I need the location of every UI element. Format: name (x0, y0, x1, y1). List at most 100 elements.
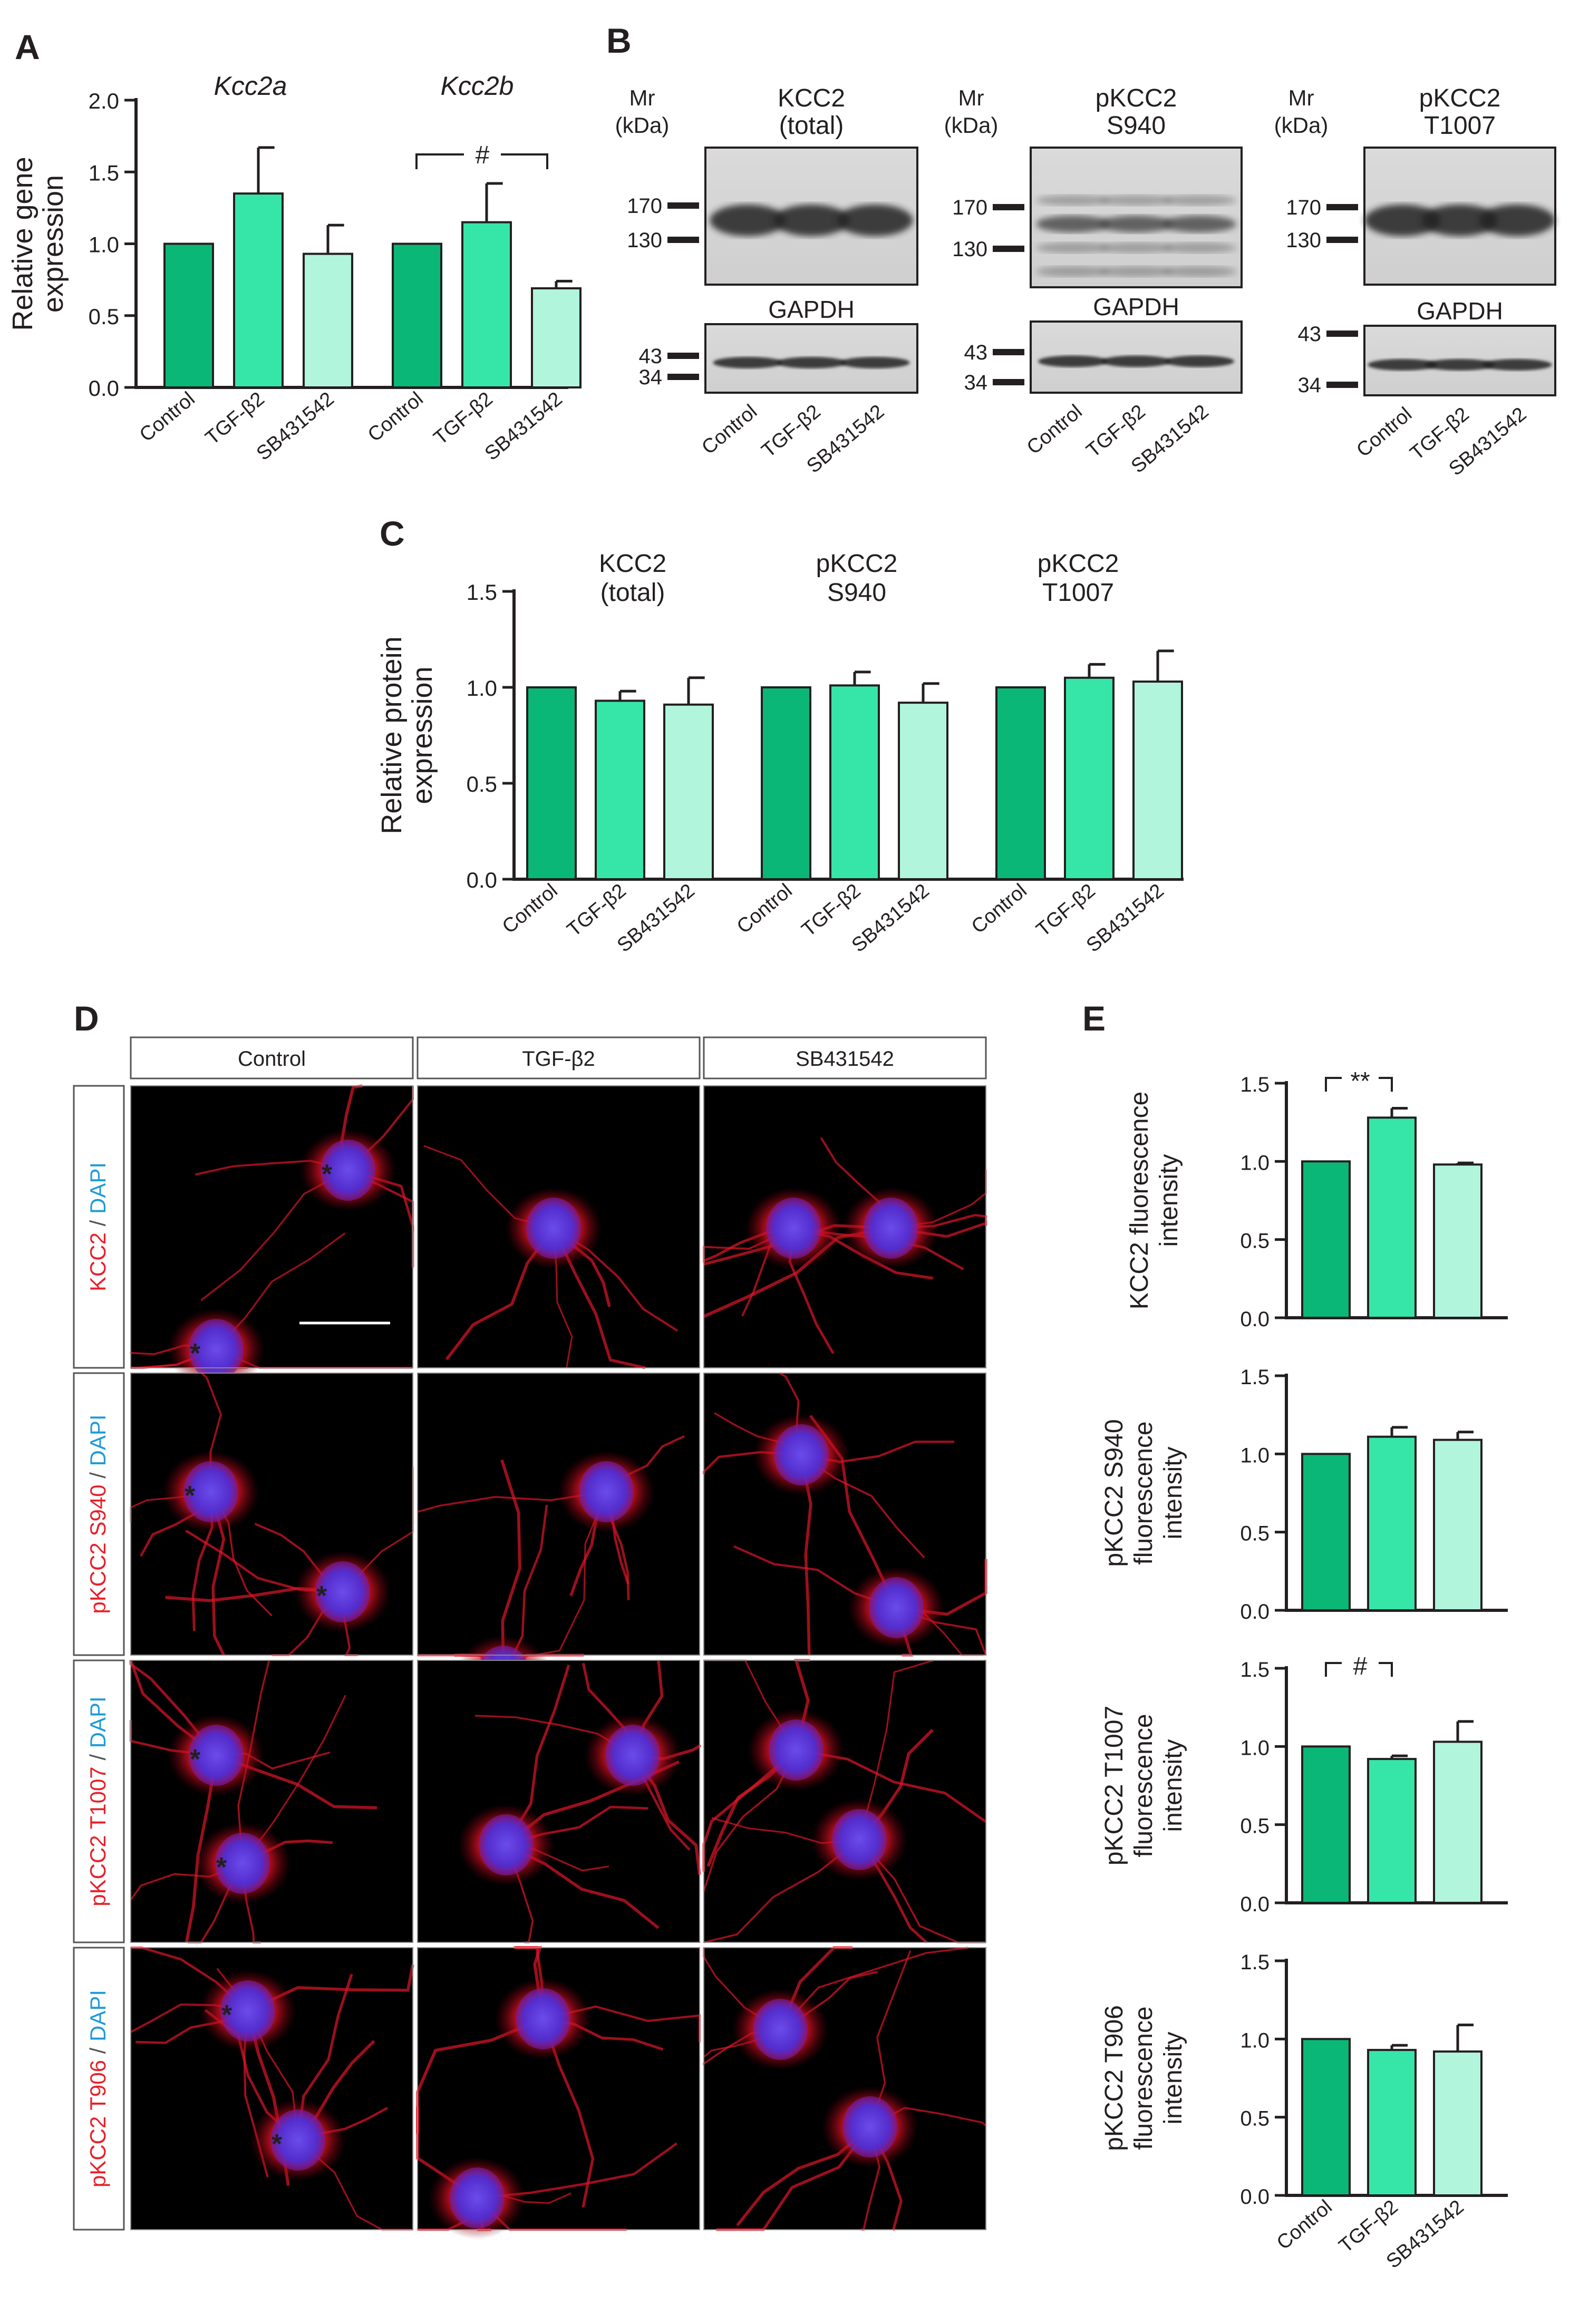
asterisk: * (322, 1159, 333, 1190)
nucleus (450, 2167, 505, 2229)
bar (1301, 2038, 1351, 2196)
row-label-box (73, 1947, 125, 2231)
bar (1367, 1758, 1417, 1904)
x-tick-label: SB431542 (613, 880, 699, 957)
bar (1301, 1453, 1351, 1611)
x-tick-label: Control (1273, 2196, 1336, 2254)
bar (898, 702, 948, 880)
x-tick-label: SB431542 (253, 388, 338, 465)
micrograph: ** (130, 1084, 414, 1390)
y-axis-label: fluorescence (1130, 1714, 1158, 1857)
blot-band (1364, 205, 1441, 236)
y-tick-label: 1.0 (89, 232, 119, 257)
y-axis-label: Relative protein (376, 636, 408, 834)
blot-band (837, 205, 913, 236)
group-subtitle: T1007 (1042, 579, 1114, 607)
blot-band (1036, 242, 1110, 253)
asterisk: * (190, 1338, 201, 1369)
marker-name: KCC2 (85, 1232, 110, 1291)
micrograph-bg (704, 1948, 986, 2230)
bar (392, 242, 442, 388)
nucleus (189, 1725, 244, 1786)
loading-control-label: GAPDH (768, 296, 855, 323)
bar (1367, 1435, 1417, 1611)
nucleus (220, 1980, 275, 2041)
asterisk: * (316, 1581, 327, 1611)
micrograph-border (130, 1947, 413, 2230)
loading-control-label: GAPDH (1417, 297, 1503, 325)
bar-chart-e2: 0.0 0.5 1.0 1.5 pKCC2 S940 fluorescence intens… (1100, 1366, 1508, 1623)
blot-band (773, 205, 849, 236)
group-title: pKCC2 (1038, 550, 1119, 578)
row-label: pKCC2 T906 / DAPI (85, 1990, 110, 2187)
micrograph (702, 1659, 987, 1943)
micrograph (417, 1373, 700, 1717)
column-header-box (416, 1036, 701, 1080)
mw-marker: 43 (964, 341, 988, 364)
micrograph-bg (418, 1660, 700, 1942)
y-axis-label: pKCC2 S940 (1100, 1419, 1128, 1567)
marker-name: pKCC2 T1007 (85, 1766, 110, 1906)
bar (1367, 2049, 1417, 2197)
nucleus (766, 1198, 821, 1259)
mw-tick (667, 237, 699, 243)
y-tick-label: 0.5 (1240, 1522, 1270, 1545)
row-label-box (73, 1085, 125, 1369)
micrograph-bg (418, 1373, 700, 1655)
blot-subtitle: (total) (779, 112, 844, 140)
mr-label: Mr (1288, 85, 1314, 110)
nucleus (321, 1140, 375, 1201)
row-label-box (73, 1659, 125, 1943)
blot-band (1162, 195, 1236, 206)
bar (995, 686, 1046, 880)
bar (1367, 1116, 1417, 1319)
micrograph-border (417, 1660, 700, 1943)
nucleus (864, 1198, 918, 1259)
bar (1433, 1438, 1483, 1611)
nucleus (605, 1725, 660, 1786)
y-tick-label: 0.0 (1240, 1308, 1270, 1331)
column-header: SB431542 (796, 1047, 894, 1071)
blot-subtitle: T1007 (1424, 112, 1496, 140)
group-subtitle: S940 (827, 579, 886, 607)
mw-tick (993, 379, 1024, 385)
nucleus (774, 1424, 829, 1485)
y-axis-label: Relative gene (7, 157, 38, 330)
y-axis-label: intensity (1159, 2031, 1187, 2124)
x-tick-label: SB431542 (848, 880, 934, 957)
micrograph-border (417, 1085, 700, 1368)
y-tick-label: 1.0 (1240, 2029, 1270, 2052)
bar (526, 686, 577, 880)
nucleus (753, 1999, 808, 2060)
mw-tick (667, 374, 699, 380)
western-blot-3: Mr(kDa)pKCC2T1007170130GAPDH4334ControlT… (1274, 84, 1556, 480)
nucleus (832, 1809, 887, 1870)
bar (1301, 1160, 1351, 1319)
asterisk: * (216, 1852, 227, 1883)
significance-mark: ** (1350, 1067, 1370, 1095)
blot-band (1099, 216, 1173, 232)
group-label-kcc2a: Kcc2a (214, 71, 287, 101)
y-tick-label: 1.5 (89, 160, 119, 185)
blot-band (1099, 242, 1173, 253)
asterisk: * (190, 1744, 201, 1775)
micrograph (703, 1085, 987, 1368)
nucleus (215, 1833, 270, 1894)
nucleus (526, 1198, 581, 1259)
micrograph-border (130, 1373, 413, 1656)
nucleus (769, 1719, 823, 1781)
y-tick-label: 2.0 (89, 89, 119, 113)
gapdh-band (777, 357, 846, 368)
y-tick-label: 0.0 (89, 376, 119, 401)
mw-tick (1326, 382, 1358, 388)
blot-band (1036, 195, 1110, 206)
mw-tick (667, 353, 699, 359)
micrograph (703, 1946, 987, 2231)
x-tick-label: SB431542 (481, 388, 567, 465)
blot-band (1162, 216, 1236, 232)
y-tick-label: 1.0 (1240, 1444, 1270, 1467)
stain-name: DAPI (85, 1162, 110, 1214)
micrograph-border (703, 1373, 986, 1656)
